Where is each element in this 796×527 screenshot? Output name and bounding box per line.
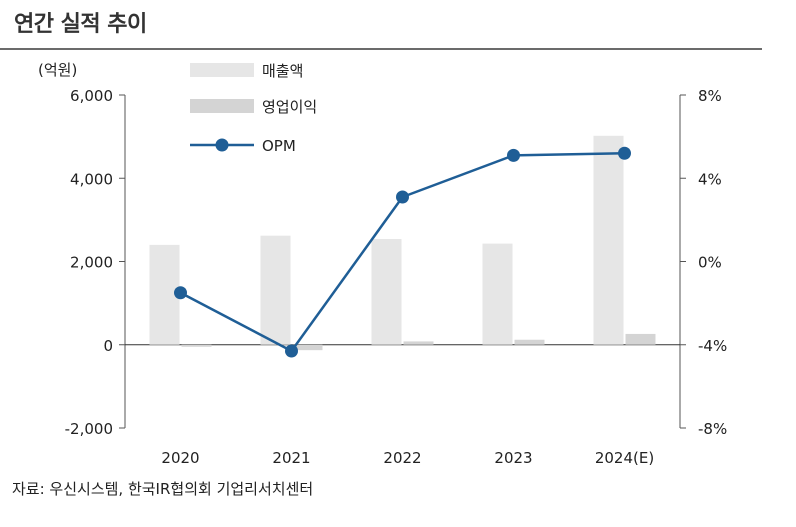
left-tick-label: 4,000 <box>70 170 113 188</box>
operating-profit-bar <box>403 341 434 345</box>
opm-line <box>179 152 625 353</box>
legend-label-sales: 매출액 <box>262 62 303 80</box>
sales-bar <box>260 235 291 345</box>
operating-profit-bar <box>292 344 323 351</box>
operating-profit-bar <box>625 333 656 345</box>
right-tick-label: 0% <box>698 254 722 272</box>
opm-point <box>618 146 631 160</box>
opm-line-group <box>174 146 631 358</box>
bars <box>149 135 656 351</box>
category-label: 2021 <box>272 449 310 467</box>
source-note: 자료: 우신시스템, 한국IR협의회 기업리서치센터 <box>12 480 314 498</box>
axes: 6,000 4,000 2,000 0 -2,000 8% 4% 0% -4% -8% (억원) 20… <box>38 61 727 467</box>
sales-bar <box>482 243 513 345</box>
legend-label-opm: OPM <box>262 137 296 155</box>
category-label: 2023 <box>494 449 532 467</box>
sales-bar <box>371 239 402 345</box>
legend-swatch-opm-marker <box>215 138 229 152</box>
opm-point <box>285 344 298 358</box>
title-rule <box>0 48 762 50</box>
left-axis-unit: (억원) <box>38 61 77 79</box>
category-label: 2022 <box>383 449 421 467</box>
right-tick-label: -4% <box>698 337 727 355</box>
left-tick-label: -2,000 <box>65 420 113 438</box>
left-tick-label: 2,000 <box>70 254 113 272</box>
category-label: 2024(E) <box>595 449 654 467</box>
legend-swatch-sales <box>190 63 254 77</box>
legend-swatch-operating-profit <box>190 99 254 113</box>
operating-profit-bar <box>181 344 212 347</box>
right-tick-label: -8% <box>698 420 727 438</box>
left-tick-label: 0 <box>103 337 113 355</box>
opm-point <box>396 190 409 204</box>
opm-point <box>174 286 187 300</box>
left-tick-label: 6,000 <box>70 87 113 105</box>
right-tick-label: 4% <box>698 170 722 188</box>
chart-title: 연간 실적 추이 <box>14 12 147 37</box>
opm-point <box>507 148 520 162</box>
category-label: 2020 <box>161 449 199 467</box>
sales-bar <box>593 135 624 345</box>
operating-profit-bar <box>514 339 545 345</box>
legend-label-operating-profit: 영업이익 <box>262 98 317 116</box>
right-tick-label: 8% <box>698 87 722 105</box>
